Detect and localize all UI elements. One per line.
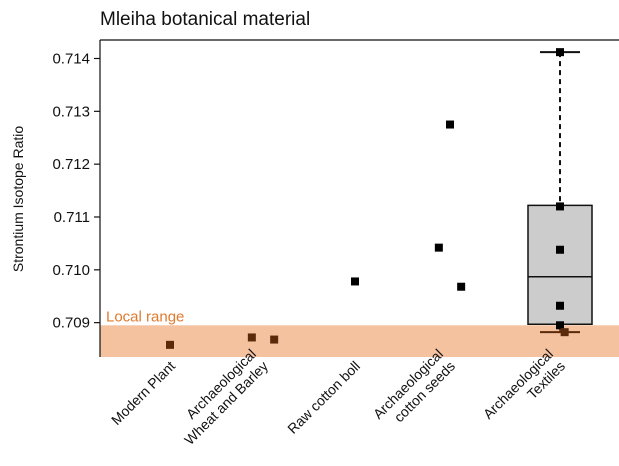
local-range-band [100,325,619,357]
data-point-10 [556,301,564,310]
y-tick-label-0: 0.709 [52,315,90,332]
x-category-label-line: Modern Plant [108,358,178,428]
local-range-label: Local range [106,308,184,325]
data-point-1 [247,333,256,342]
x-category-label-3: Archaeologicalcotton seeds [370,346,458,434]
data-point-6 [457,282,466,291]
y-tick-label-1: 0.710 [52,262,90,279]
data-point-8 [556,202,564,211]
x-category-label-2: Raw cotton boll [284,358,363,437]
data-point-3 [351,277,359,286]
data-point-11 [556,321,564,330]
x-category-label-1: ArchaeologicalWheat and Barley [169,346,271,448]
x-category-label-0: Modern Plant [108,358,178,428]
y-tick-label-3: 0.712 [52,156,90,173]
y-tick-label-4: 0.713 [52,103,90,120]
data-point-9 [556,245,564,254]
plot-area: Local range 0.709 0.710 0.711 0.712 0.713 0.71… [52,39,619,448]
y-tick-label-2: 0.711 [54,209,90,226]
data-point-2 [270,335,279,344]
y-axis-label: Strontium Isotope Ratio [10,126,26,273]
data-point-5 [434,243,443,252]
data-point-12 [560,328,569,337]
x-category-label-4: ArchaeologicalTextiles [480,346,568,434]
data-point-4 [446,120,454,129]
y-tick-label-5: 0.714 [52,50,90,67]
data-point-7 [556,48,564,57]
chart-title: Mleiha botanical material [100,9,310,30]
data-point-0 [166,340,174,349]
x-category-label-line: Raw cotton boll [284,358,363,437]
